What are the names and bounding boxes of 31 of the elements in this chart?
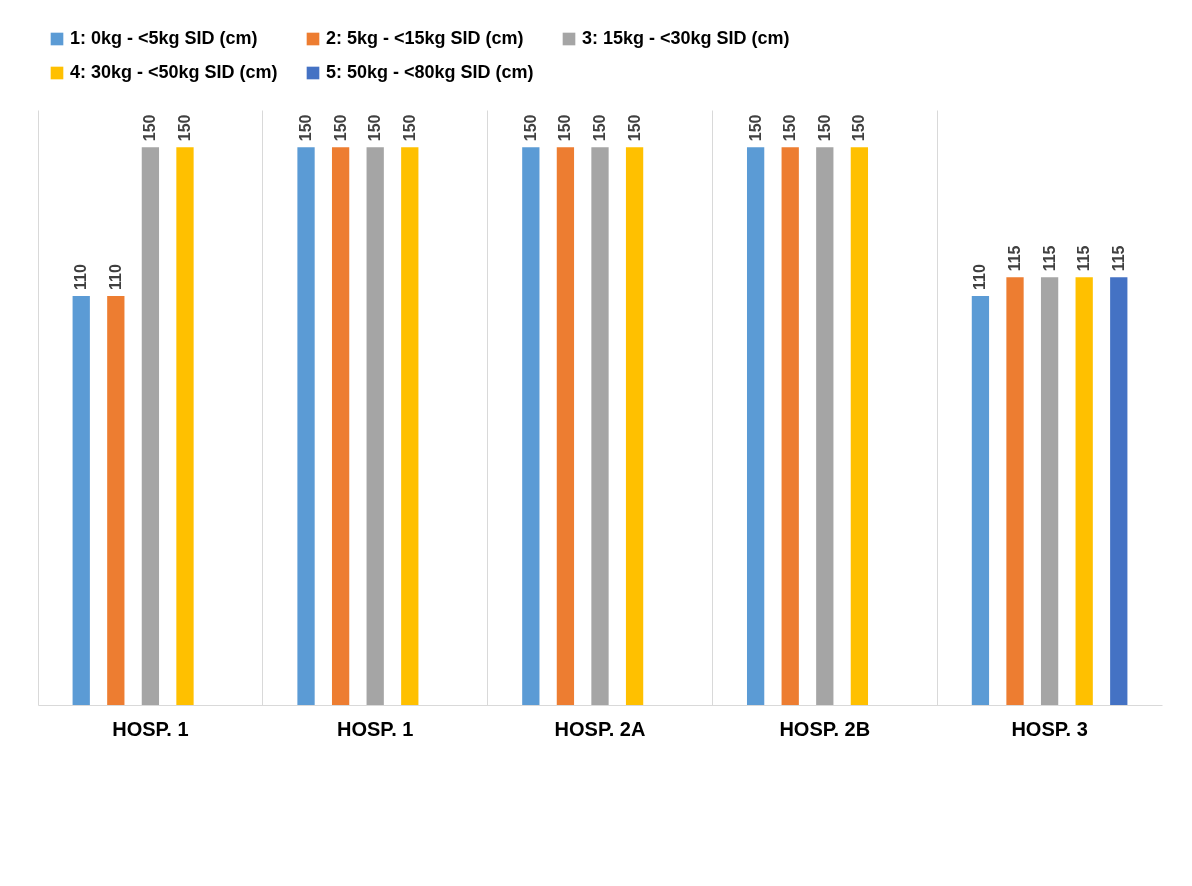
data-label: 150 xyxy=(591,114,608,142)
x-tick-label: HOSP. 3 xyxy=(1011,717,1088,740)
data-label: 150 xyxy=(366,114,384,142)
data-label: 150 xyxy=(850,114,868,142)
legend-label: 3: 15kg - <30kg SID (cm) xyxy=(582,28,790,48)
legend-label: 1: 0kg - <5kg SID (cm) xyxy=(70,28,258,48)
data-label: 150 xyxy=(175,114,193,142)
data-label: 150 xyxy=(556,114,574,142)
x-tick-label: HOSP. 2B xyxy=(779,717,871,740)
data-label: 150 xyxy=(400,114,418,142)
data-label: 110 xyxy=(72,264,90,290)
data-label: 115 xyxy=(1075,245,1093,272)
data-label: 150 xyxy=(141,114,159,142)
x-tick-label: HOSP. 1 xyxy=(337,717,414,740)
data-label: 110 xyxy=(971,264,989,290)
x-tick-label: HOSP. 2A xyxy=(554,717,646,740)
data-label: 150 xyxy=(625,114,643,142)
data-label: 150 xyxy=(781,114,799,142)
legend-label: 5: 50kg - <80kg SID (cm) xyxy=(326,62,534,82)
data-label: 150 xyxy=(297,114,315,142)
legend-label: 4: 30kg - <50kg SID (cm) xyxy=(70,62,278,82)
data-label: 150 xyxy=(521,114,539,142)
data-label: 115 xyxy=(1040,245,1058,272)
data-label: 110 xyxy=(106,264,124,290)
data-label: 115 xyxy=(1006,245,1024,272)
x-tick-label: HOSP. 1 xyxy=(112,717,189,740)
data-label: 115 xyxy=(1109,245,1127,272)
data-label: 150 xyxy=(815,114,833,142)
data-label: 150 xyxy=(331,114,349,142)
legend-label: 2: 5kg - <15kg SID (cm) xyxy=(326,28,524,48)
data-label: 150 xyxy=(746,114,764,142)
